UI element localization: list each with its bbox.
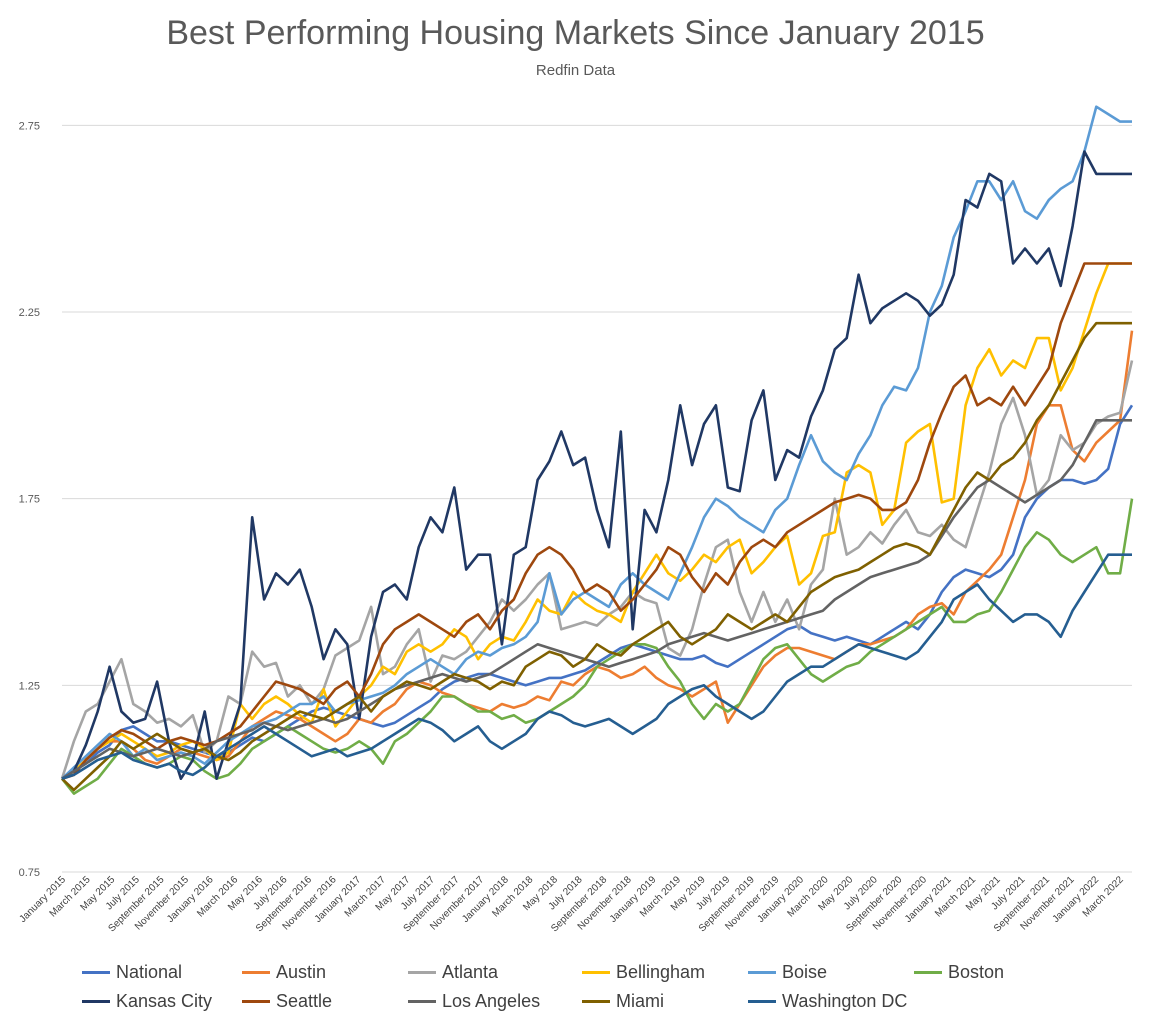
legend-item: National — [82, 962, 182, 983]
series-line-boston — [60, 498, 1134, 795]
legend-item: Los Angeles — [408, 991, 540, 1012]
y-tick-label: 2.25 — [19, 307, 40, 319]
legend-swatch — [82, 971, 110, 974]
legend-label: Bellingham — [616, 962, 706, 982]
legend-item: Bellingham — [582, 962, 705, 983]
legend-swatch — [82, 1000, 110, 1003]
legend-swatch — [582, 971, 610, 974]
chart-subtitle: Redfin Data — [535, 62, 616, 79]
legend-label: Boston — [948, 962, 1005, 982]
legend-swatch — [408, 971, 436, 974]
legend-item: Atlanta — [408, 962, 498, 983]
legend-item: Boise — [748, 962, 827, 983]
chart-title: Best Performing Housing Markets Since Ja… — [166, 14, 985, 52]
legend-label: Seattle — [276, 991, 333, 1011]
series-line-atlanta — [60, 360, 1134, 780]
series-line-los-angeles — [61, 418, 1132, 780]
legend-swatch — [242, 971, 270, 974]
legend-label: Miami — [616, 991, 664, 1011]
legend-item: Kansas City — [82, 991, 212, 1012]
series-line-seattle — [61, 262, 1132, 780]
legend-label: Kansas City — [116, 991, 213, 1011]
legend-label: Los Angeles — [442, 991, 541, 1011]
series-line-washington-dc — [61, 553, 1132, 780]
y-tick-label: 1.75 — [19, 494, 40, 506]
legend-label: Atlanta — [442, 962, 499, 982]
series-line-boise — [61, 105, 1132, 780]
legend-item: Boston — [914, 962, 1004, 983]
legend-label: Washington DC — [782, 991, 908, 1011]
y-tick-label: 2.75 — [19, 120, 40, 132]
legend-label: Austin — [276, 962, 327, 982]
legend-item: Miami — [582, 991, 664, 1012]
legend-item: Seattle — [242, 991, 332, 1012]
series-line-austin — [61, 330, 1134, 780]
y-tick-label: 0.75 — [19, 867, 40, 879]
legend-swatch — [242, 1000, 270, 1003]
legend-swatch — [914, 971, 942, 974]
legend-swatch — [582, 1000, 610, 1003]
y-tick-label: 1.25 — [19, 680, 40, 692]
legend-label: National — [116, 962, 183, 982]
series-line-bellingham — [61, 262, 1132, 780]
legend-label: Boise — [782, 962, 828, 982]
legend-swatch — [748, 971, 776, 974]
y-axis-tick-labels: 0.75 1.25 1.75 2.25 2.75 — [19, 120, 40, 879]
series-lines — [60, 105, 1134, 795]
series-line-miami — [61, 321, 1132, 792]
series-line-kansas-city — [61, 150, 1132, 781]
legend-item: Washington DC — [748, 991, 907, 1012]
legend-item: Austin — [242, 962, 326, 983]
legend-swatch — [748, 1000, 776, 1003]
legend-swatch — [408, 1000, 436, 1003]
